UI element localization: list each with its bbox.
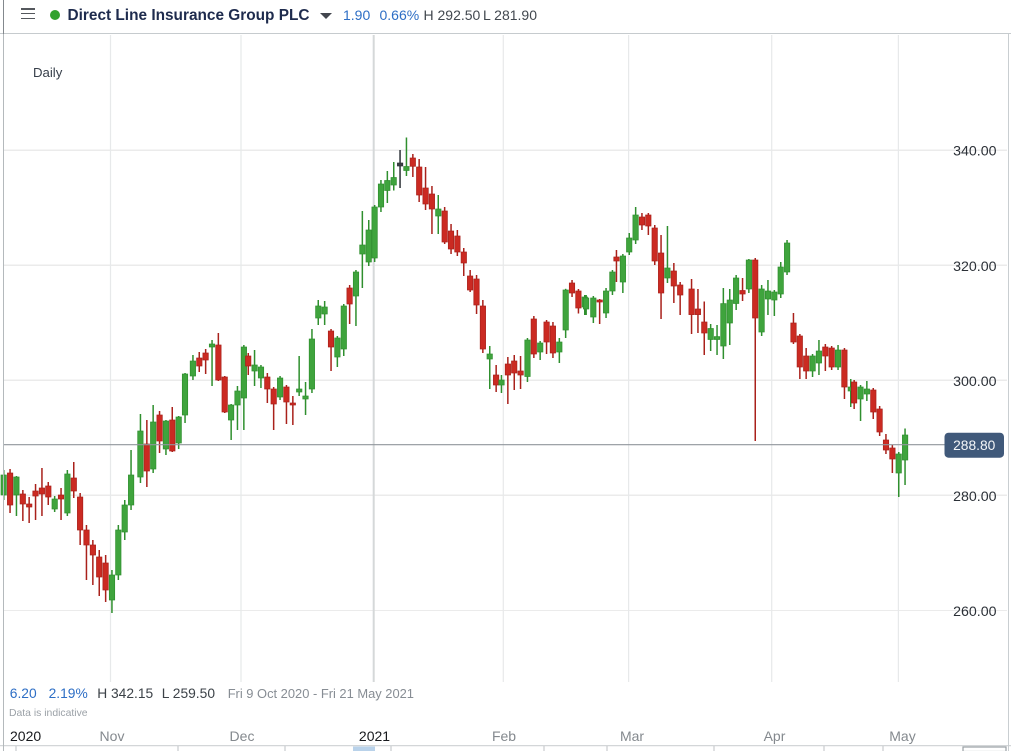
svg-text:Mar: Mar bbox=[620, 728, 644, 744]
svg-text:320.00: 320.00 bbox=[953, 259, 997, 275]
svg-text:2020: 2020 bbox=[10, 728, 41, 744]
svg-text:260.00: 260.00 bbox=[953, 604, 997, 620]
svg-text:May: May bbox=[889, 728, 915, 744]
svg-text:280.00: 280.00 bbox=[953, 489, 997, 505]
svg-text:300.00: 300.00 bbox=[953, 374, 997, 390]
svg-text:340.00: 340.00 bbox=[953, 144, 997, 160]
svg-text:Feb: Feb bbox=[492, 728, 516, 744]
svg-text:Nov: Nov bbox=[100, 728, 125, 744]
svg-text:Apr: Apr bbox=[764, 728, 786, 744]
svg-text:Dec: Dec bbox=[230, 728, 255, 744]
svg-text:2021: 2021 bbox=[359, 728, 390, 744]
svg-text:288.80: 288.80 bbox=[953, 438, 996, 453]
